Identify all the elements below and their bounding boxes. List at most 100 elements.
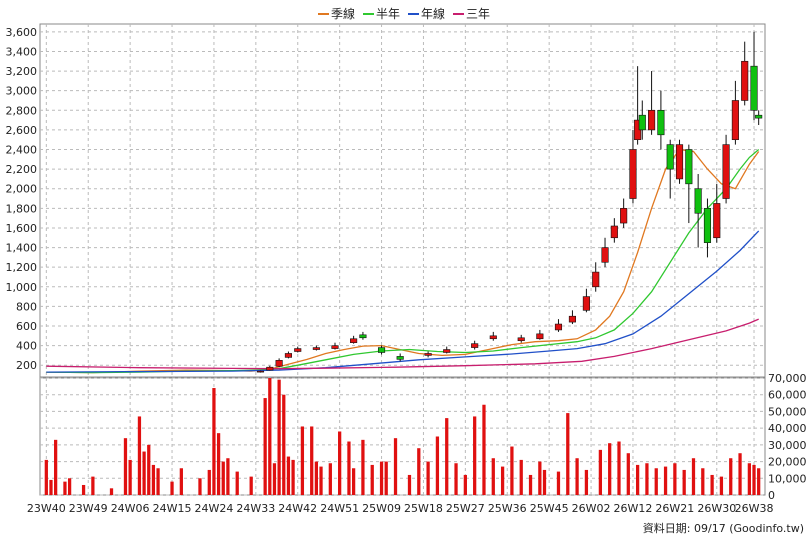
volume-bar [370,464,374,495]
volume-bar [673,463,677,495]
candle-body [471,343,479,348]
volume-bar [128,459,132,495]
grid [40,24,765,496]
volume-bar [682,469,686,495]
price-tick-label: 1,200 [6,261,38,274]
volume-bar [286,456,291,495]
candle-body [731,100,739,141]
volume-bar [49,479,53,495]
volume-bar [729,458,733,495]
price-tick-label: 800 [16,300,37,313]
price-tick-label: 1,800 [6,202,38,215]
volume-bar [445,418,449,495]
volume-bar [528,474,533,495]
volume-bar [654,468,658,495]
candle-body [741,60,749,101]
volume-bar [542,469,547,495]
volume-bar [147,444,151,495]
volume-tick-label: 40,000 [768,422,807,435]
candle-body [685,149,693,185]
volume-bar [314,461,318,495]
legend-label: 三年 [466,7,490,21]
volume-bar [212,388,216,495]
candle-body [266,366,274,371]
candle-body [396,356,404,360]
volume-bar [91,476,95,495]
volume-bar [221,461,225,495]
x-axis: 23W40 23W49 24W06 24W15 24W24 24W33 24W42 24W51… [27,502,774,515]
volume-bar [249,476,253,495]
candle-body [675,144,684,180]
candle-body [377,347,386,353]
candle-body [703,208,712,243]
volume-bar [319,466,323,495]
candle-body [601,247,609,263]
volume-bar [747,463,751,495]
volume-bar [142,451,146,495]
volume-bar [710,474,714,495]
x-tick-label: 25W09 [362,502,401,515]
volume-bar [500,466,505,495]
candle-body [489,335,497,340]
volume-bar [137,416,142,495]
volume-bar [235,471,239,495]
price-tick-label: 3,200 [6,65,38,78]
candle-body [554,323,563,331]
volume-bar [328,463,332,495]
volume-plot-area [39,377,766,496]
candle-body [666,144,674,170]
volume-bar [63,481,67,495]
price-tick-label: 2,600 [6,124,38,137]
volume-bar [207,469,211,495]
price-axis: 200 400 600 800 1,000 1,200 1,400 1,600 1,800 2,0… [6,26,38,372]
x-tick-label: 26W38 [735,502,774,515]
ma-line [46,318,759,370]
x-tick-label: 24W15 [153,502,192,515]
volume-tick-label: 10,000 [768,472,807,485]
legend: 季線 半年 年線 三年 [318,6,490,21]
price-tick-label: 1,600 [6,222,38,235]
volume-tick-label: 20,000 [768,456,807,469]
volume-bar [691,458,696,495]
volume-bar [608,443,612,495]
volume-bar [598,449,603,495]
volume-bar [473,416,477,495]
candle-body [582,296,590,311]
x-tick-label: 23W40 [27,502,66,515]
candle-body [620,208,628,224]
volume-bar [584,469,589,495]
volume-bar [198,478,202,495]
candle-body [443,349,451,353]
volume-bar [277,379,281,495]
volume-bar [310,426,314,495]
volume-axis: 0 10,000 20,000 30,000 40,000 50,000 60,000 70,… [768,372,807,502]
volume-bar [417,448,421,495]
candle-body [284,353,292,358]
volume-bar [268,378,272,495]
x-tick-label: 25W45 [530,502,569,515]
volume-tick-label: 50,000 [768,405,807,418]
price-tick-label: 3,400 [6,45,38,58]
volume-bar [151,464,156,495]
volume-bar [67,478,72,495]
volume-bar [291,459,295,495]
price-tick-label: 600 [16,320,37,333]
volume-bar [635,464,640,495]
volume-bar [393,438,398,495]
legend-label: 季線 [331,6,355,21]
candle-body [629,149,637,199]
price-tick-label: 2,000 [6,183,38,196]
volume-bar [701,468,705,495]
x-tick-label: 24W33 [236,502,275,515]
volume-bar [216,433,221,495]
volume-bar [407,474,412,495]
volume-bar [645,463,649,495]
volume-bar [338,431,342,495]
volume-bar [54,439,58,495]
candle-body [350,338,358,343]
volume-bar [384,461,388,495]
x-tick-label: 26W12 [614,502,653,515]
candle-body [638,114,646,131]
candle-body [312,347,320,350]
volume-bar [379,461,384,495]
